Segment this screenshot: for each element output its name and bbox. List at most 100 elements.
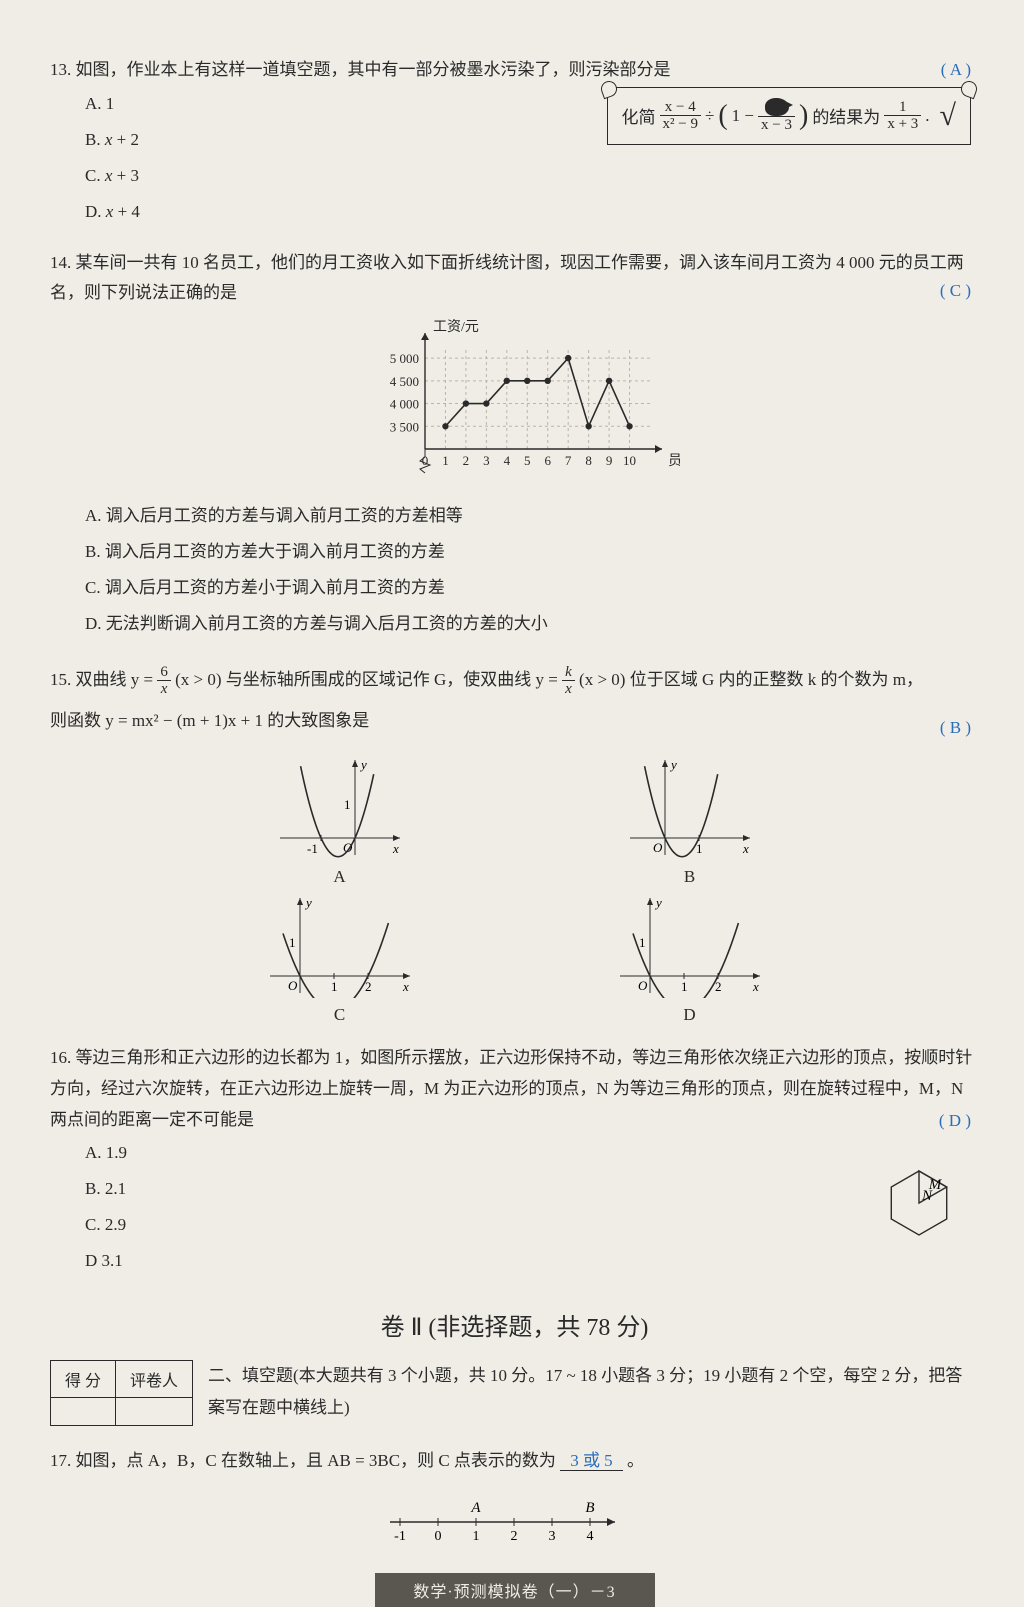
q14-option-d: D. 无法判断调入前月工资的方差与调入后月工资的方差的大小 [85, 606, 979, 642]
q14-chart: 3 5004 0004 5005 000工资/元012345678910员工 [50, 319, 979, 484]
q15-number: 15. [50, 670, 71, 689]
graph-label-d: D [615, 1005, 765, 1025]
svg-text:x: x [752, 979, 759, 994]
scroll-pre: 化简 [622, 103, 656, 128]
svg-text:3 500: 3 500 [389, 419, 418, 434]
paren-right: ) [799, 100, 808, 132]
svg-text:3: 3 [483, 453, 490, 468]
fill-in-section: 得 分 评卷人 二、填空题(本大题共有 3 个小题，共 10 分。17 ~ 18… [50, 1360, 979, 1426]
q15-graphs-row2: yxO121 C yxO121 D [50, 893, 979, 1025]
q16-option-c: C. 2.9 [85, 1207, 979, 1243]
svg-text:y: y [359, 757, 367, 772]
q15-t4: 则函数 y = mx² − (m + 1)x + 1 的大致图象是 [50, 711, 369, 730]
svg-text:B: B [585, 1500, 594, 1516]
svg-text:5 000: 5 000 [389, 351, 418, 366]
scroll-frac3: 1 x + 3 [884, 99, 921, 133]
question-15: 15. 双曲线 y = 6 x (x > 0) 与坐标轴所围成的区域记作 G，使… [50, 660, 979, 1026]
parabola-b: yxO1 [625, 755, 755, 860]
svg-text:2: 2 [510, 1529, 517, 1542]
q15-graph-d: yxO121 D [615, 893, 765, 1025]
svg-text:O: O [638, 978, 648, 993]
q13-option-d: D. x + 4 [85, 194, 979, 230]
svg-text:4: 4 [586, 1529, 593, 1542]
fill-heading: 二、填空题(本大题共有 3 个小题，共 10 分。17 ~ 18 小题各 3 分… [60, 1360, 979, 1425]
svg-text:1: 1 [344, 797, 351, 812]
q14-stem: 14. 某车间一共有 10 名员工，他们的月工资收入如下面折线统计图，现因工作需… [50, 248, 979, 309]
q15-t2: (x > 0) 与坐标轴所围成的区域记作 G，使双曲线 y = [175, 670, 562, 689]
svg-text:9: 9 [605, 453, 612, 468]
parabola-d: yxO121 [615, 893, 765, 998]
score-table: 得 分 评卷人 [50, 1360, 193, 1426]
q17-number: 17. [50, 1451, 71, 1470]
svg-text:x: x [392, 841, 399, 856]
scroll-dot: . [925, 106, 929, 126]
svg-text:1: 1 [639, 935, 646, 950]
q17-stem: 17. 如图，点 A，B，C 在数轴上，且 AB = 3BC，则 C 点表示的数… [50, 1446, 979, 1477]
svg-text:1: 1 [681, 979, 688, 994]
svg-text:y: y [654, 895, 662, 910]
scroll-div: ÷ [705, 106, 714, 126]
q17-text2: 。 [627, 1451, 644, 1470]
section-2-title: 卷 Ⅱ (非选择题，共 78 分) [50, 1307, 979, 1342]
graph-label-a: A [275, 867, 405, 887]
q16-option-a: A. 1.9 [85, 1135, 979, 1171]
svg-text:4 000: 4 000 [389, 396, 418, 411]
page-footer: 数学·预测模拟卷（一）－3 [375, 1573, 655, 1607]
q13-scroll-formula: 化简 x − 4 x² − 9 ÷ ( 1 − x − 3 ) 的结果为 1 x… [607, 87, 971, 145]
grader-cell [116, 1398, 193, 1426]
svg-text:6: 6 [544, 453, 551, 468]
paren-left: ( [718, 100, 727, 132]
q13-text: 如图，作业本上有这样一道填空题，其中有一部分被墨水污染了，则污染部分是 [76, 60, 671, 79]
q15-t3: (x > 0) 位于区域 G 内的正整数 k 的个数为 m， [579, 670, 923, 689]
svg-text:4: 4 [503, 453, 510, 468]
svg-text:O: O [288, 978, 298, 993]
q17-text1: 如图，点 A，B，C 在数轴上，且 AB = 3BC，则 C 点表示的数为 [76, 1451, 556, 1470]
q15-graph-c: yxO121 C [265, 893, 415, 1025]
svg-text:y: y [304, 895, 312, 910]
q17-number-line: -101234AB [50, 1487, 979, 1547]
svg-text:O: O [343, 840, 353, 855]
scroll-mid2: 的结果为 [812, 103, 880, 128]
svg-text:3: 3 [548, 1529, 555, 1542]
q16-text: 等边三角形和正六边形的边长都为 1，如图所示摆放，正六边形保持不动，等边三角形依… [50, 1048, 972, 1128]
question-17: 17. 如图，点 A，B，C 在数轴上，且 AB = 3BC，则 C 点表示的数… [50, 1446, 979, 1547]
check-mark-icon: √ [940, 99, 956, 133]
svg-text:2: 2 [462, 453, 469, 468]
hexagon-triangle-figure: MN [869, 1105, 969, 1245]
ink-blot-icon [765, 98, 789, 116]
svg-text:工资/元: 工资/元 [433, 319, 479, 335]
svg-text:4 500: 4 500 [389, 374, 418, 389]
svg-text:-1: -1 [394, 1529, 406, 1542]
q16-stem: 16. 等边三角形和正六边形的边长都为 1，如图所示摆放，正六边形保持不动，等边… [50, 1043, 979, 1135]
graph-label-c: C [265, 1005, 415, 1025]
q15-t1: 双曲线 y = [76, 670, 158, 689]
question-16: 16. 等边三角形和正六边形的边长都为 1，如图所示摆放，正六边形保持不动，等边… [50, 1043, 979, 1279]
question-14: 14. 某车间一共有 10 名员工，他们的月工资收入如下面折线统计图，现因工作需… [50, 248, 979, 642]
q15-stem: 15. 双曲线 y = 6 x (x > 0) 与坐标轴所围成的区域记作 G，使… [50, 660, 979, 742]
q14-options: A. 调入后月工资的方差与调入前月工资的方差相等 B. 调入后月工资的方差大于调… [50, 498, 979, 642]
parabola-c: yxO121 [265, 893, 415, 998]
scroll-frac1: x − 4 x² − 9 [660, 99, 701, 133]
q16-option-d: D 3.1 [85, 1243, 979, 1279]
paren-pre: 1 − [732, 106, 754, 126]
svg-text:-1: -1 [307, 841, 318, 856]
salary-line-chart: 3 5004 0004 5005 000工资/元012345678910员工 [350, 319, 680, 479]
svg-text:员工: 员工 [668, 454, 680, 469]
q14-option-b: B. 调入后月工资的方差大于调入前月工资的方差 [85, 534, 979, 570]
q16-number: 16. [50, 1048, 71, 1067]
q14-text: 某车间一共有 10 名员工，他们的月工资收入如下面折线统计图，现因工作需要，调入… [50, 253, 964, 303]
q17-answer: 3 或 5 [560, 1451, 623, 1471]
q15-answer: ( B ) [940, 708, 971, 749]
svg-text:8: 8 [585, 453, 592, 468]
svg-text:1: 1 [289, 935, 296, 950]
svg-text:x: x [742, 841, 749, 856]
score-cell [51, 1398, 116, 1426]
q13-stem: 13. 如图，作业本上有这样一道填空题，其中有一部分被墨水污染了，则污染部分是 … [50, 55, 979, 86]
svg-text:1: 1 [331, 979, 338, 994]
grader-header: 评卷人 [116, 1361, 193, 1398]
table-row: 得 分 评卷人 [51, 1361, 193, 1398]
q15-graphs-row1: y x O -1 1 A yxO1 B [50, 755, 979, 887]
graph-label-b: B [625, 867, 755, 887]
scroll-frac2: x − 3 [758, 98, 795, 134]
svg-text:x: x [402, 979, 409, 994]
